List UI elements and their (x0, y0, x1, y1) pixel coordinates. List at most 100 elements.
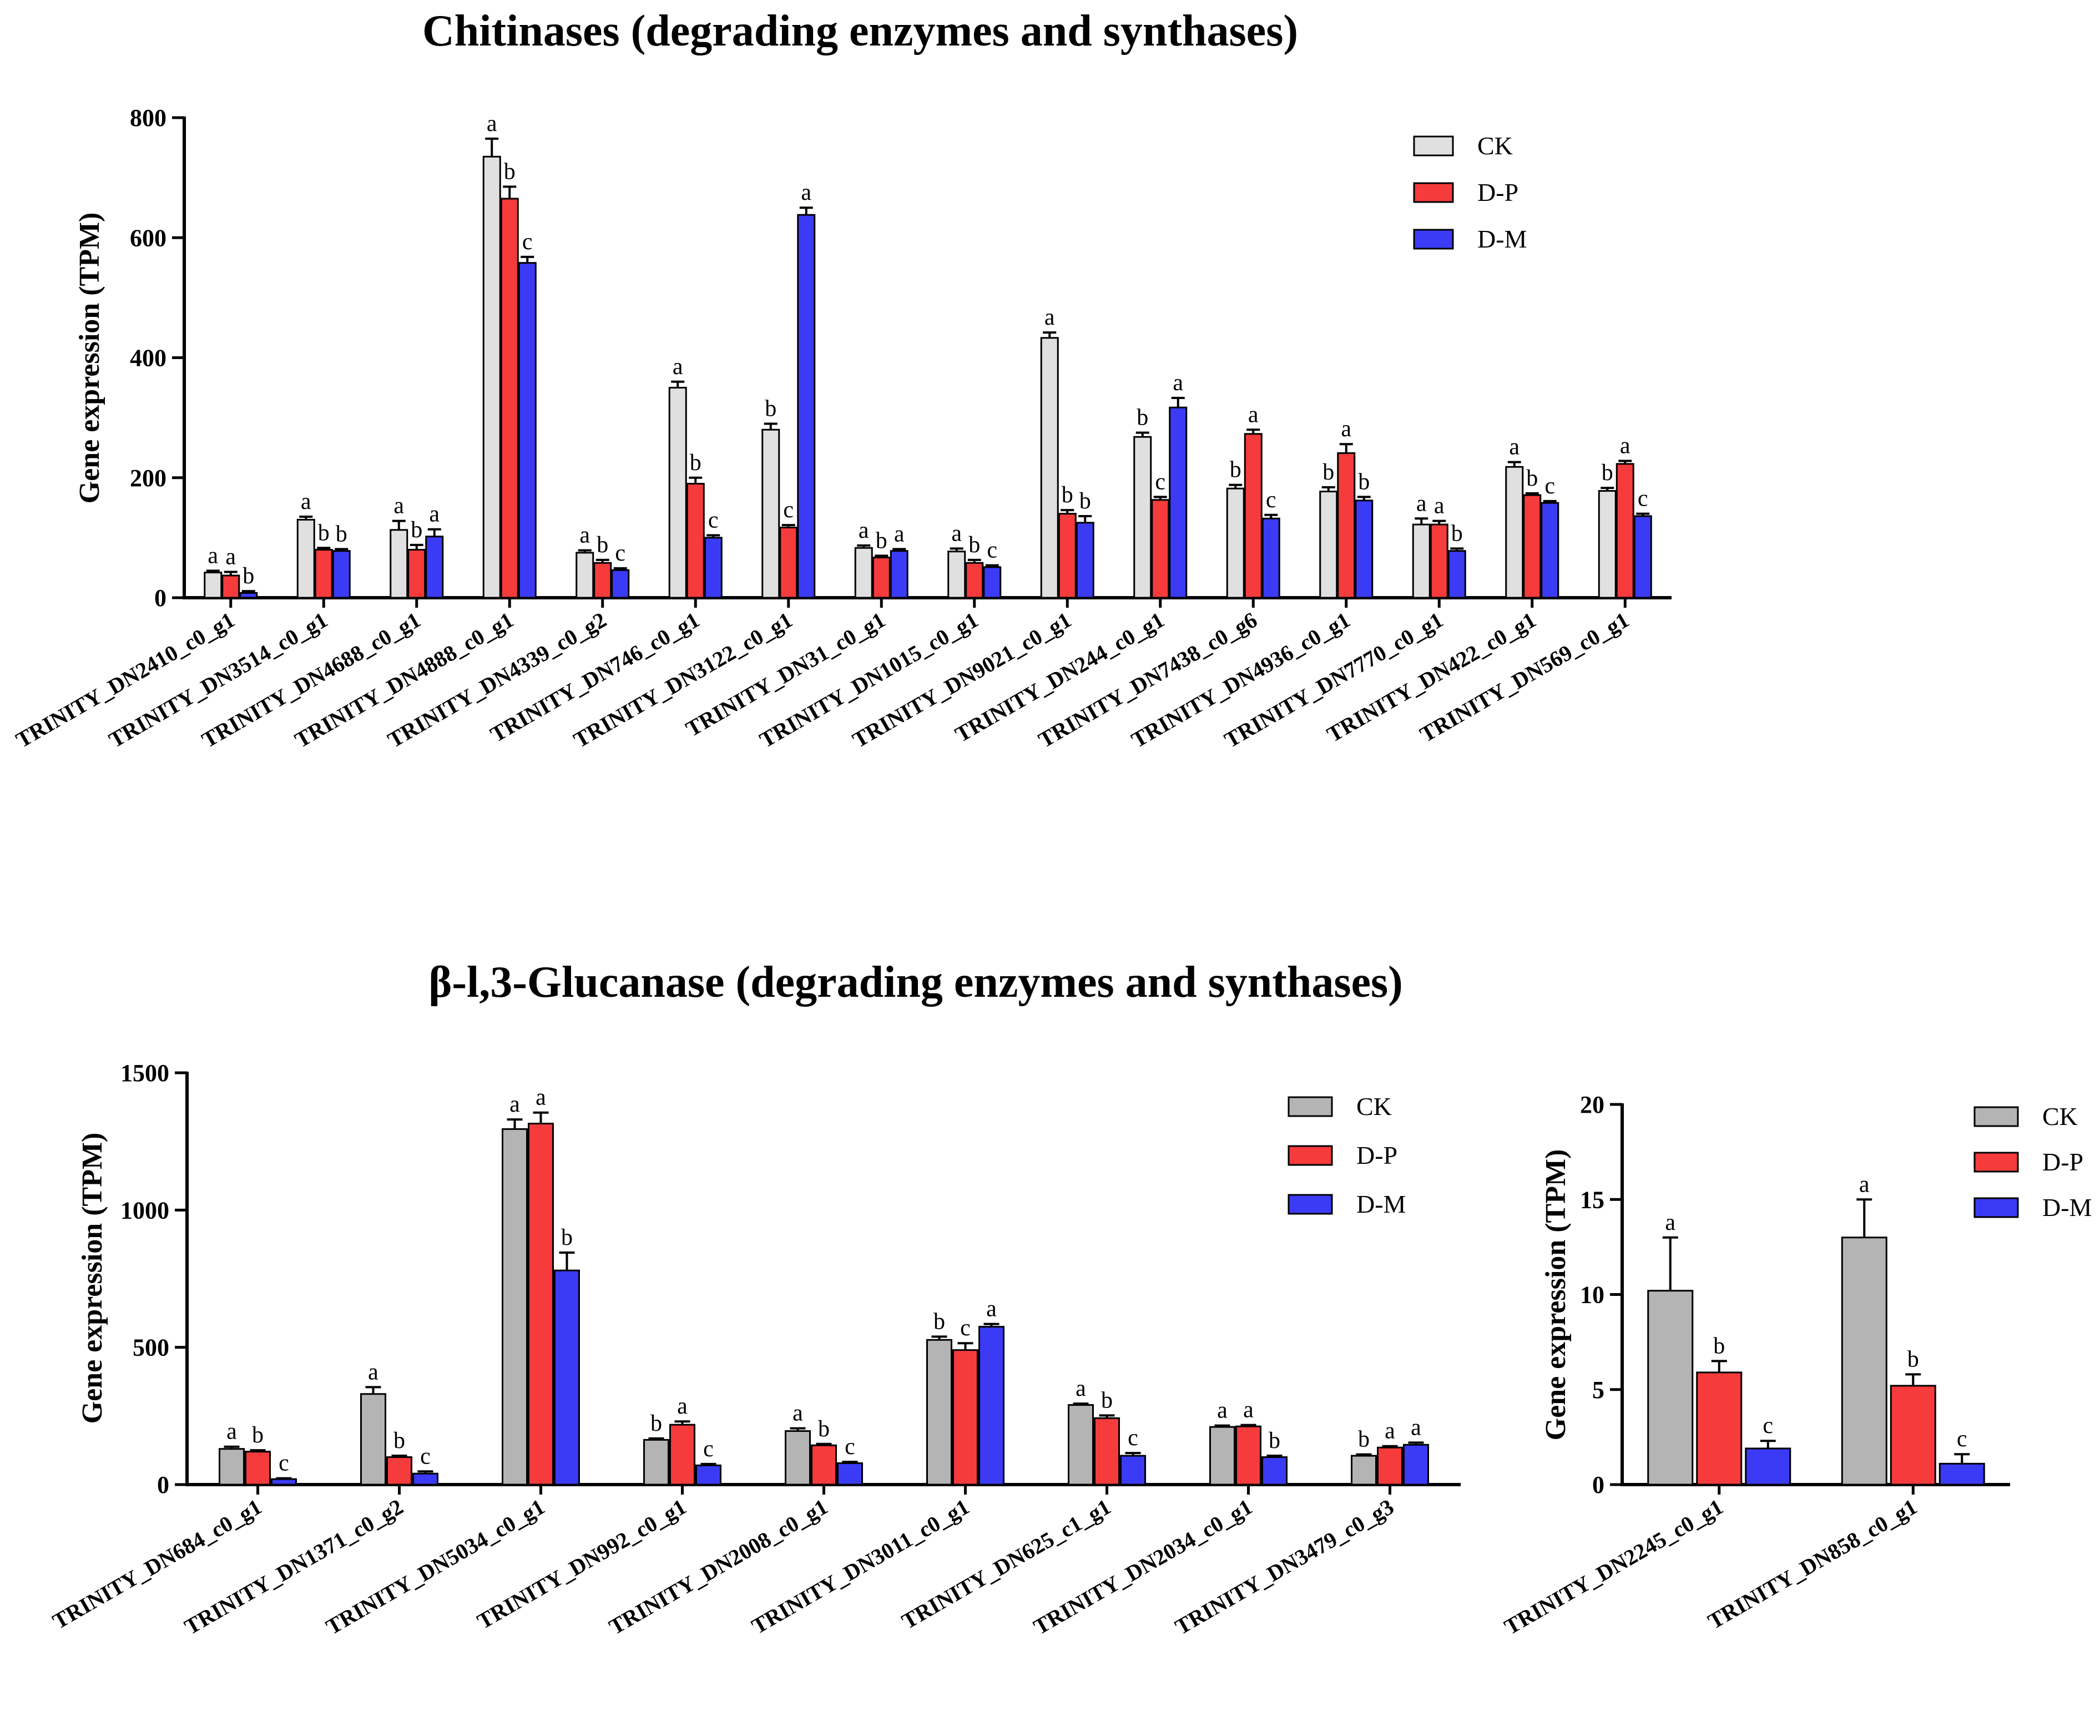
chart-3: Gene expression (TPM) 0 5 10 15 20 TRINITY_DN2… (1500, 1091, 2092, 1639)
bar-ck (1647, 1290, 1694, 1486)
bar-d-p (1430, 523, 1448, 599)
bar-d-p (221, 574, 240, 599)
significance-letter: c (522, 229, 533, 255)
bar-d-m (1447, 550, 1466, 599)
y-axis-label: Gene expression (TPM) (77, 1133, 108, 1424)
bar-d-m (797, 214, 816, 599)
bar-ck (1319, 491, 1338, 599)
significance-letter: a (1411, 1415, 1421, 1440)
bar-ck (296, 518, 315, 599)
bar-d-m (1120, 1455, 1146, 1486)
significance-letter: a (429, 502, 440, 527)
bar-d-m (1261, 517, 1280, 599)
bar-d-p (686, 483, 705, 599)
significance-letter: a (1416, 491, 1427, 516)
legend-label-ck: CK (1477, 132, 1513, 160)
bar-d-p (1235, 1425, 1261, 1486)
bar-ck (1505, 466, 1524, 599)
y-tick-label: 500 (133, 1334, 169, 1361)
y-tick-label: 200 (130, 465, 166, 492)
significance-letter: b (1713, 1333, 1725, 1359)
bar-ck (360, 1393, 386, 1486)
significance-letter: a (1076, 1376, 1086, 1401)
significance-letter: b (1062, 482, 1073, 508)
significance-letter: a (673, 354, 683, 380)
bar-d-p (1151, 499, 1170, 599)
significance-letter: a (487, 111, 497, 137)
bar-ck (668, 387, 687, 599)
bar-d-p (1094, 1417, 1120, 1486)
significance-letter: a (677, 1394, 688, 1419)
significance-letter: a (1859, 1172, 1870, 1197)
legend-swatch-d-m (1288, 1194, 1333, 1215)
significance-letter: a (1248, 402, 1259, 427)
y-tick-label: 1000 (120, 1197, 169, 1224)
significance-letter: b (336, 521, 347, 547)
bar-ck (1841, 1237, 1887, 1486)
x-tick-label: TRINITY_DN3479_c0_g3 (1171, 1494, 1398, 1639)
bar-d-p (1616, 463, 1634, 599)
bar-d-p (386, 1456, 412, 1486)
y-tick-label: 400 (130, 345, 166, 372)
significance-letter: c (615, 541, 625, 566)
significance-letter: c (420, 1444, 431, 1469)
bar-ck (502, 1128, 528, 1486)
significance-letter: a (1243, 1397, 1254, 1423)
significance-letter: b (1907, 1346, 1919, 1372)
bar-ck (1068, 1404, 1094, 1486)
legend-label-d-p: D-P (1356, 1141, 1397, 1169)
significance-letter: c (1638, 486, 1648, 512)
significance-letter: a (208, 543, 218, 568)
significance-letter: b (393, 1428, 405, 1454)
significance-letter: c (1266, 487, 1276, 513)
significance-letter: b (1230, 457, 1241, 483)
significance-letter: b (650, 1411, 662, 1436)
bar-ck (785, 1430, 811, 1486)
bar-d-m (695, 1464, 721, 1486)
chart-title: Chitinases (degrading enzymes and syntha… (422, 7, 1298, 55)
bar-d-p (1337, 452, 1356, 599)
bar-ck (482, 155, 501, 599)
significance-letter: b (690, 450, 701, 476)
bar-d-m (611, 569, 630, 599)
bar-d-m (978, 1326, 1004, 1486)
significance-letter: b (243, 563, 254, 589)
significance-letter: b (411, 517, 422, 543)
significance-letter: a (226, 1419, 237, 1445)
legend-swatch-d-m (1973, 1197, 2019, 1218)
legend-label-ck: CK (1356, 1092, 1392, 1121)
y-tick-label: 600 (130, 224, 166, 251)
bar-d-m (425, 536, 444, 599)
bar-ck (576, 552, 594, 599)
y-tick-label: 5 (1592, 1376, 1604, 1404)
legend-swatch-ck (1413, 135, 1454, 157)
x-tick-label: TRINITY_DN5034_c0_g1 (322, 1494, 549, 1639)
legend: CK D-P D-M (1413, 132, 1527, 253)
bar-ck (1412, 523, 1431, 599)
bar-d-p (500, 198, 519, 599)
significance-letter: a (393, 493, 404, 519)
significance-letter: a (1173, 370, 1183, 396)
significance-letter: c (845, 1434, 855, 1460)
y-tick-label: 800 (130, 104, 166, 132)
bar-d-m (1633, 515, 1652, 599)
bar-d-p (245, 1451, 271, 1486)
bar-ck (1209, 1426, 1235, 1486)
bar-d-p (1377, 1446, 1403, 1486)
legend-label-d-m: D-M (1477, 225, 1527, 253)
bar-ck (761, 428, 780, 599)
bar-d-m (518, 262, 537, 599)
significance-letter: b (1269, 1428, 1280, 1454)
bar-d-m (1355, 499, 1374, 599)
significance-letter: a (1217, 1398, 1228, 1424)
significance-letter: a (951, 521, 962, 546)
significance-letter: b (1137, 405, 1148, 431)
significance-letter: a (368, 1359, 378, 1385)
significance-letter: b (597, 532, 608, 558)
bar-d-m (239, 592, 258, 599)
legend-swatch-d-p (1288, 1145, 1333, 1166)
significance-letter: a (859, 518, 869, 543)
bar-ck (1226, 487, 1245, 599)
significance-letter: c (783, 497, 794, 523)
bar-ck (390, 529, 408, 599)
